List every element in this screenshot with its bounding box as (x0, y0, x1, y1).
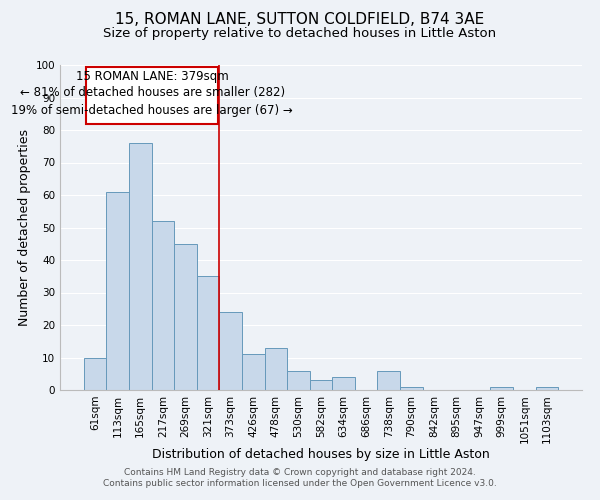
Text: 15 ROMAN LANE: 379sqm: 15 ROMAN LANE: 379sqm (76, 70, 229, 83)
Text: ← 81% of detached houses are smaller (282): ← 81% of detached houses are smaller (28… (20, 86, 284, 99)
Text: 19% of semi-detached houses are larger (67) →: 19% of semi-detached houses are larger (… (11, 104, 293, 117)
Bar (400, 387, 422, 390)
Bar (490, 387, 513, 390)
Bar (332, 377, 355, 390)
Bar (197, 276, 220, 390)
FancyBboxPatch shape (86, 66, 218, 124)
Bar (174, 244, 197, 390)
Text: Contains HM Land Registry data © Crown copyright and database right 2024.
Contai: Contains HM Land Registry data © Crown c… (103, 468, 497, 487)
Bar (377, 370, 400, 390)
Text: Size of property relative to detached houses in Little Aston: Size of property relative to detached ho… (103, 28, 497, 40)
Bar (84, 358, 106, 390)
Bar (242, 354, 265, 390)
Bar (106, 192, 129, 390)
Bar (265, 348, 287, 390)
Bar (220, 312, 242, 390)
Text: 15, ROMAN LANE, SUTTON COLDFIELD, B74 3AE: 15, ROMAN LANE, SUTTON COLDFIELD, B74 3A… (115, 12, 485, 28)
Bar (129, 143, 152, 390)
Bar (536, 387, 558, 390)
Y-axis label: Number of detached properties: Number of detached properties (19, 129, 31, 326)
Bar (287, 370, 310, 390)
X-axis label: Distribution of detached houses by size in Little Aston: Distribution of detached houses by size … (152, 448, 490, 460)
Bar (152, 221, 174, 390)
Bar (310, 380, 332, 390)
